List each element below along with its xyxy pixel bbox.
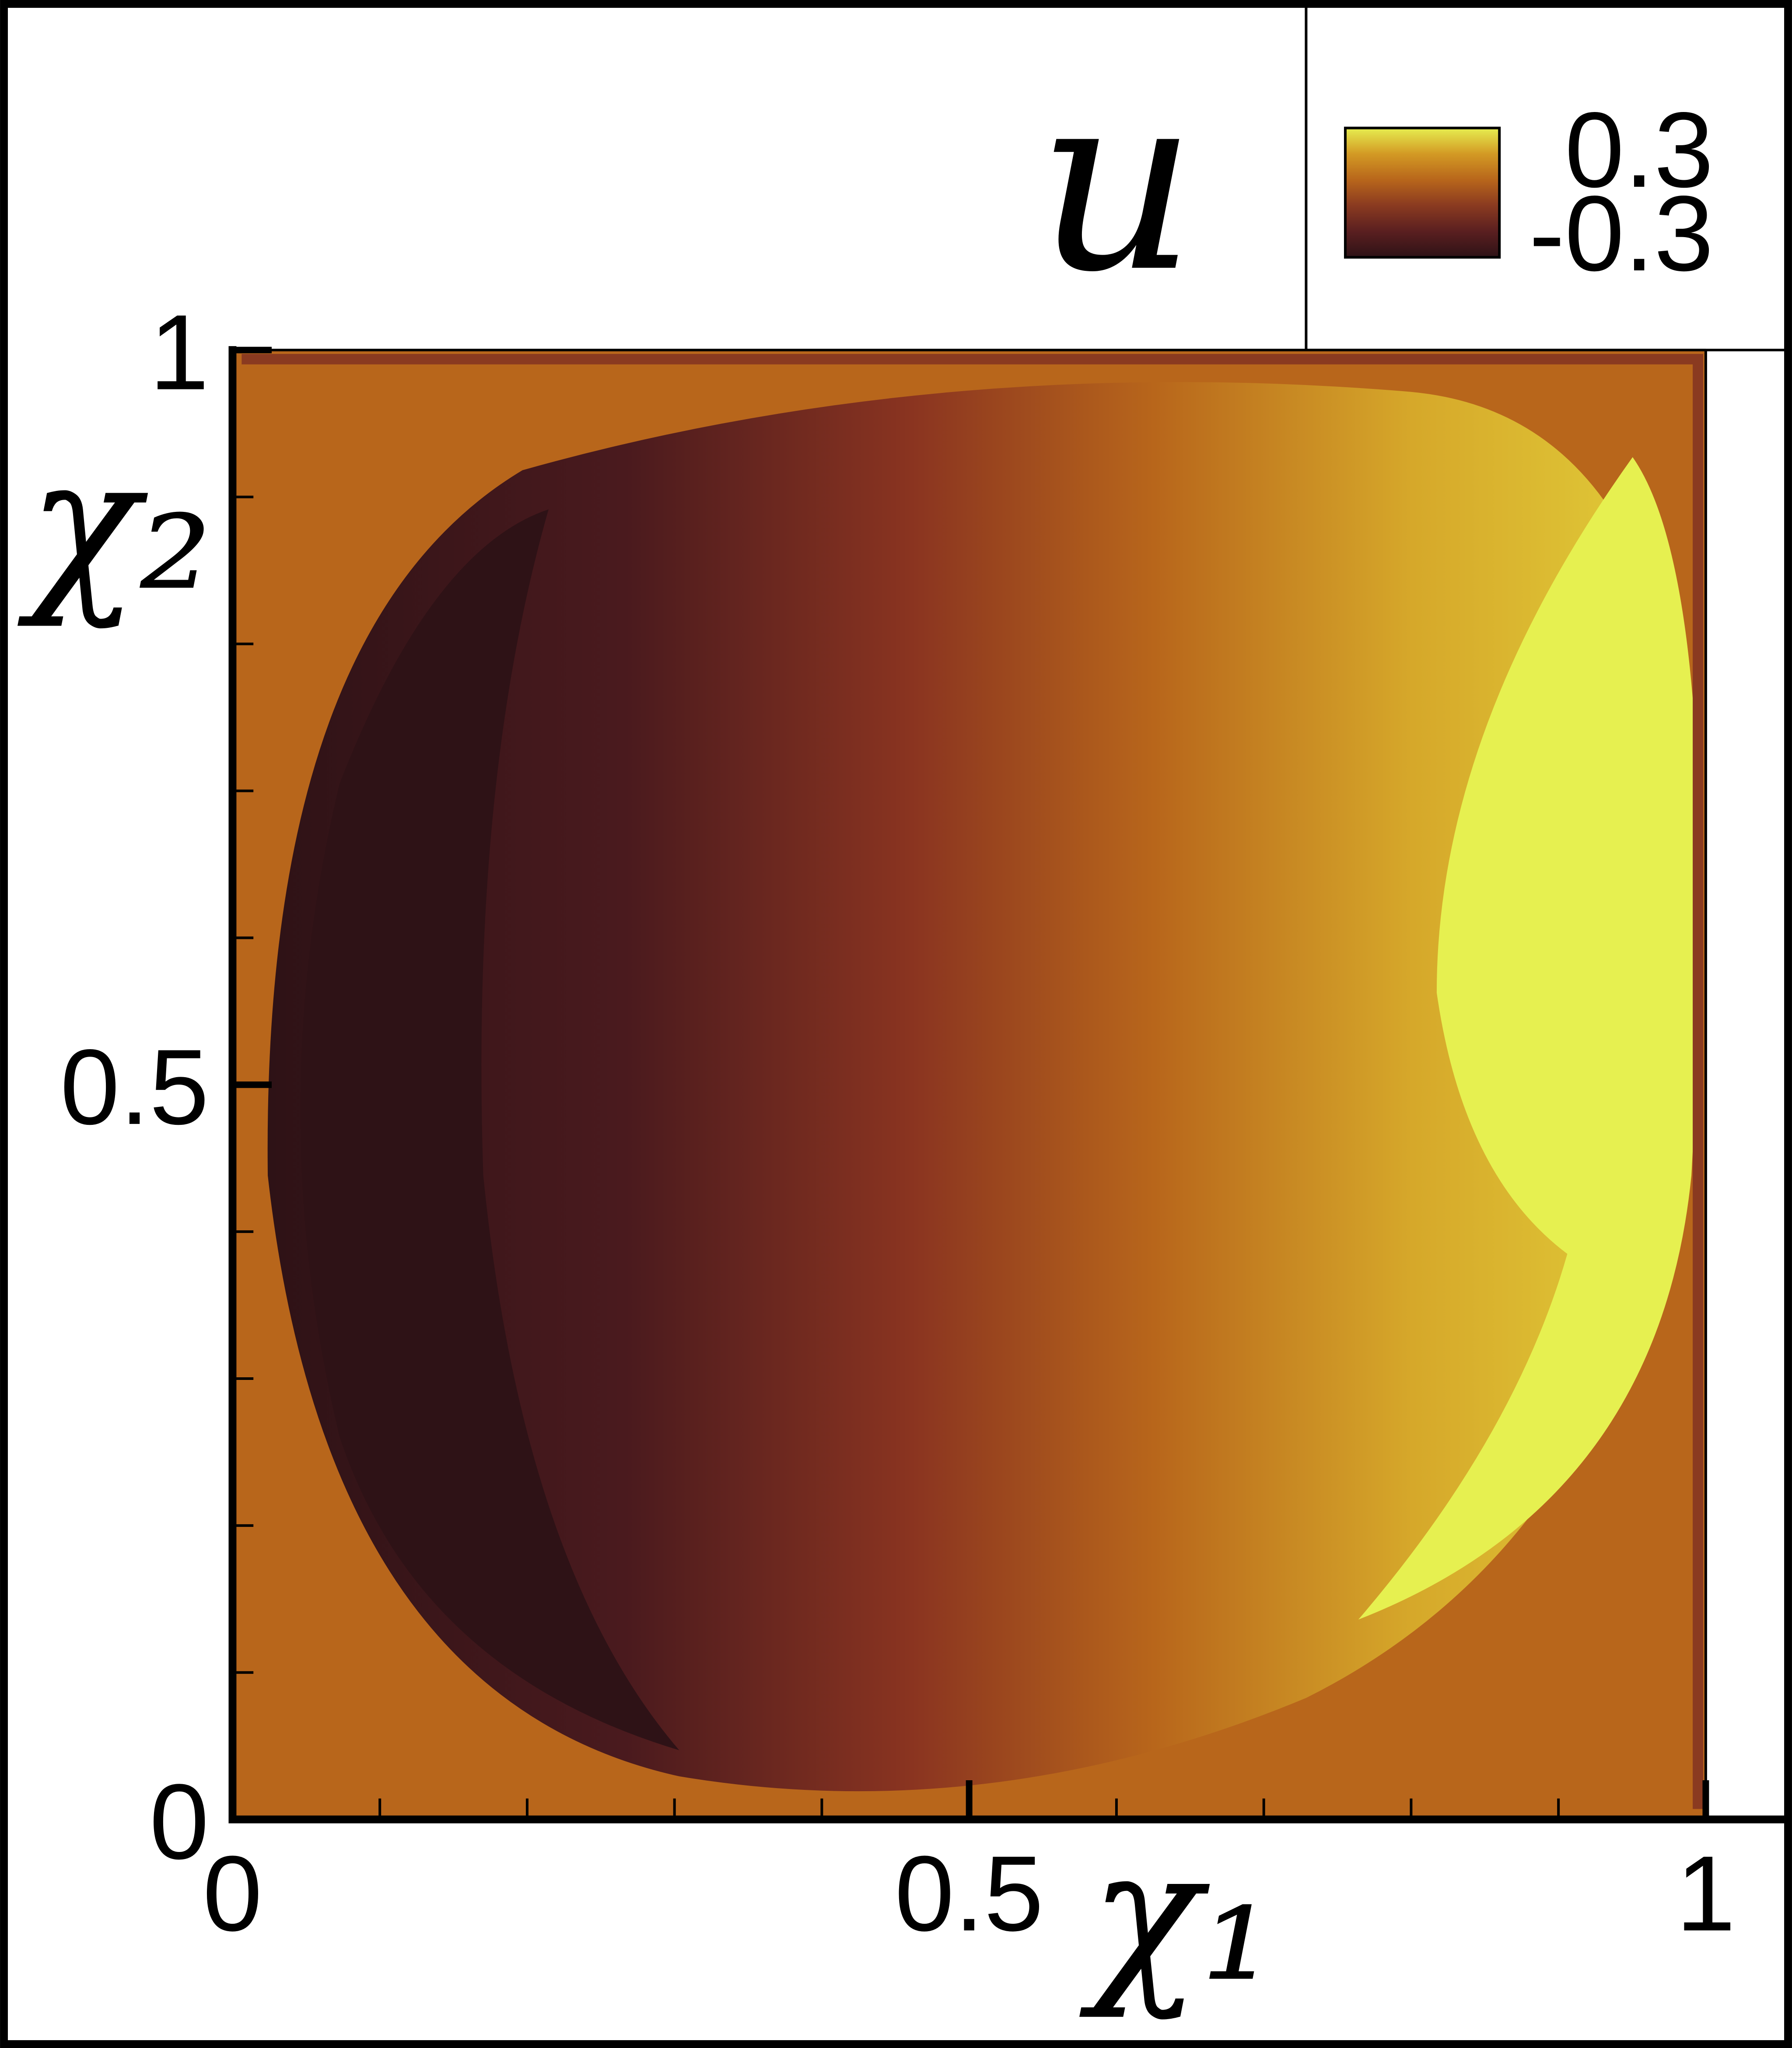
colorbar-tick-label: 0.3	[1565, 90, 1714, 210]
x-axis-label: χ₁	[1078, 1809, 1274, 2022]
x-tick-label: 1	[1676, 1833, 1736, 1953]
chart-title: u	[1037, 38, 1197, 326]
x-tick-label: 0.5	[895, 1833, 1043, 1953]
colorbar	[1344, 126, 1501, 259]
x-tick-label: 0	[203, 1833, 262, 1953]
y-axis-label: χ₂	[17, 418, 212, 631]
contour-field	[232, 350, 1706, 1820]
y-tick-label: 0	[150, 1761, 209, 1881]
colorbar-tick-label: -0.3	[1529, 173, 1714, 293]
y-tick-label: 1	[150, 292, 209, 412]
y-tick-label: 0.5	[60, 1027, 209, 1147]
